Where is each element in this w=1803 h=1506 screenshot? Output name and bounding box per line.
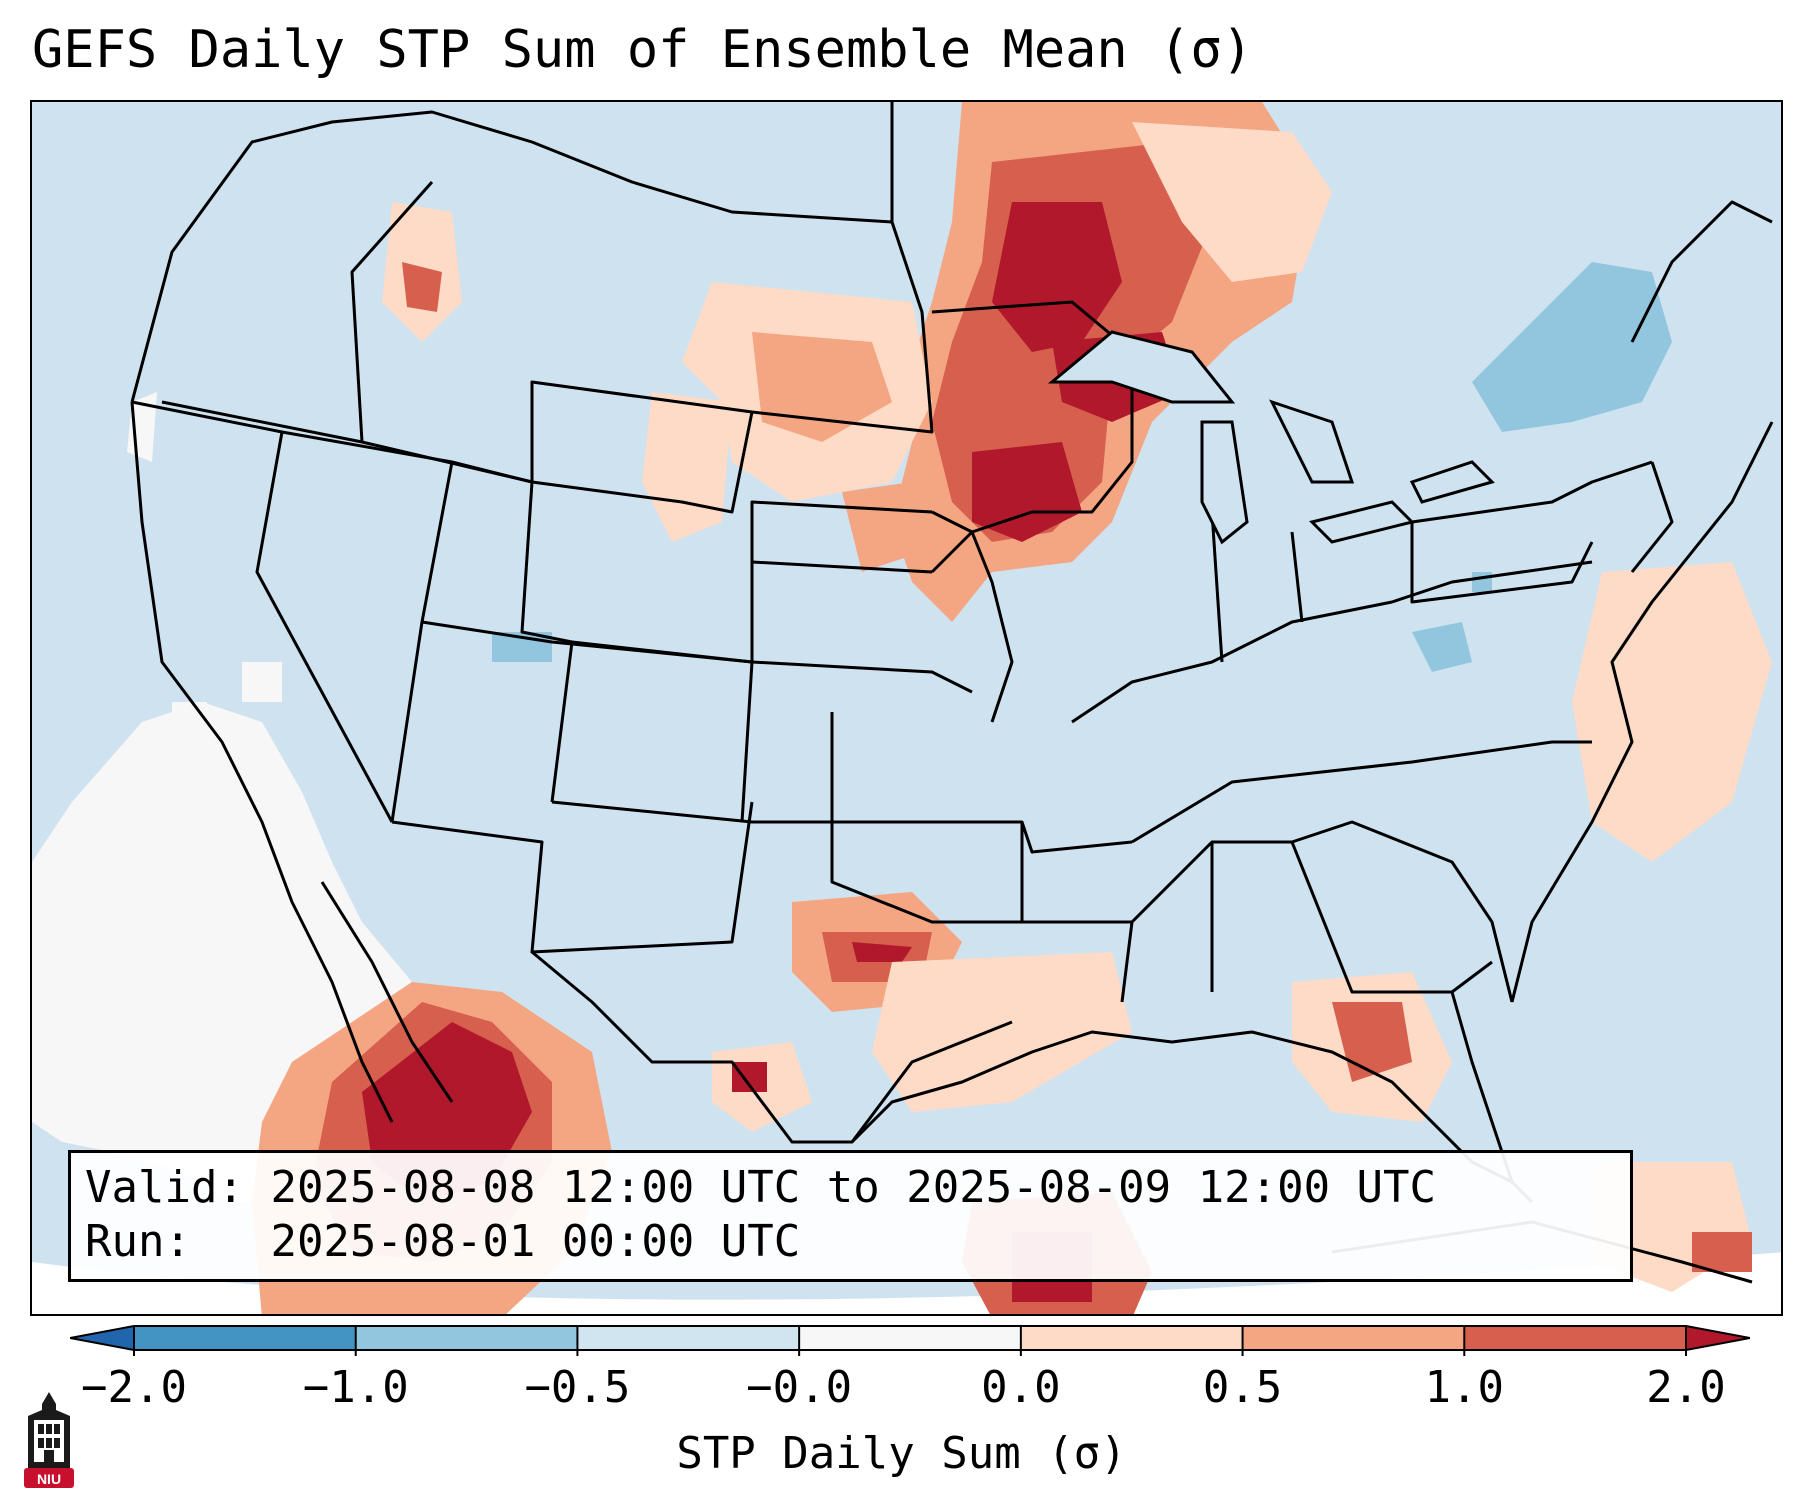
- colorbar-tick-label: −2.0: [81, 1362, 187, 1413]
- run-label: Run:: [85, 1216, 191, 1267]
- logo-text: NIU: [37, 1471, 61, 1487]
- colorbar-tick-label: 2.0: [1646, 1362, 1726, 1413]
- colorbar-tick-label: 0.0: [981, 1362, 1061, 1413]
- colorbar-bin: [1020, 1326, 1244, 1350]
- validity-info-box: Valid: 2025-08-08 12:00 UTC to 2025-08-0…: [68, 1150, 1633, 1282]
- colorbar-bin: [799, 1326, 1022, 1350]
- colorbar-bin: [1464, 1326, 1687, 1350]
- state-borders: [130, 102, 1674, 1204]
- negative-anomaly-northeast: [492, 262, 1672, 672]
- great-lakes: [1047, 330, 1495, 545]
- colorbar-bin: [134, 1326, 357, 1350]
- run-row: Run: 2025-08-01 00:00 UTC: [85, 1215, 1616, 1269]
- colorbar-tick-label: −1.0: [302, 1362, 409, 1413]
- colorbar-bin: [355, 1326, 578, 1350]
- coastlines: [130, 200, 1774, 1284]
- colorbar-label: STP Daily Sum (σ): [676, 1428, 1127, 1479]
- positive-anomaly-florida-atlantic: [1292, 562, 1772, 1292]
- valid-label: Valid:: [85, 1162, 244, 1213]
- positive-anomaly-texas: [712, 892, 1132, 1132]
- map-panel[interactable]: [30, 100, 1783, 1316]
- valid-value: 2025-08-08 12:00 UTC to 2025-08-09 12:00…: [270, 1162, 1437, 1213]
- colorbar-tick-label: 1.0: [1424, 1362, 1505, 1413]
- stp-map: [32, 102, 1781, 1314]
- colorbar-tick-label: −0.0: [746, 1362, 853, 1413]
- university-tower-icon: NIU: [24, 1392, 74, 1488]
- colorbar-extend-high: [1686, 1326, 1750, 1350]
- colorbar-tick-label: 0.5: [1202, 1362, 1283, 1413]
- valid-row: Valid: 2025-08-08 12:00 UTC to 2025-08-0…: [85, 1161, 1616, 1215]
- colorbar-extend-low: [70, 1326, 134, 1350]
- chart-title: GEFS Daily STP Sum of Ensemble Mean (σ): [32, 20, 1253, 80]
- colorbar-bin: [1242, 1326, 1465, 1350]
- colorbar: [70, 1325, 1750, 1356]
- colorbar-tick-label: −0.5: [524, 1362, 631, 1413]
- colorbar-bin: [577, 1326, 800, 1350]
- run-value: 2025-08-01 00:00 UTC: [270, 1216, 801, 1267]
